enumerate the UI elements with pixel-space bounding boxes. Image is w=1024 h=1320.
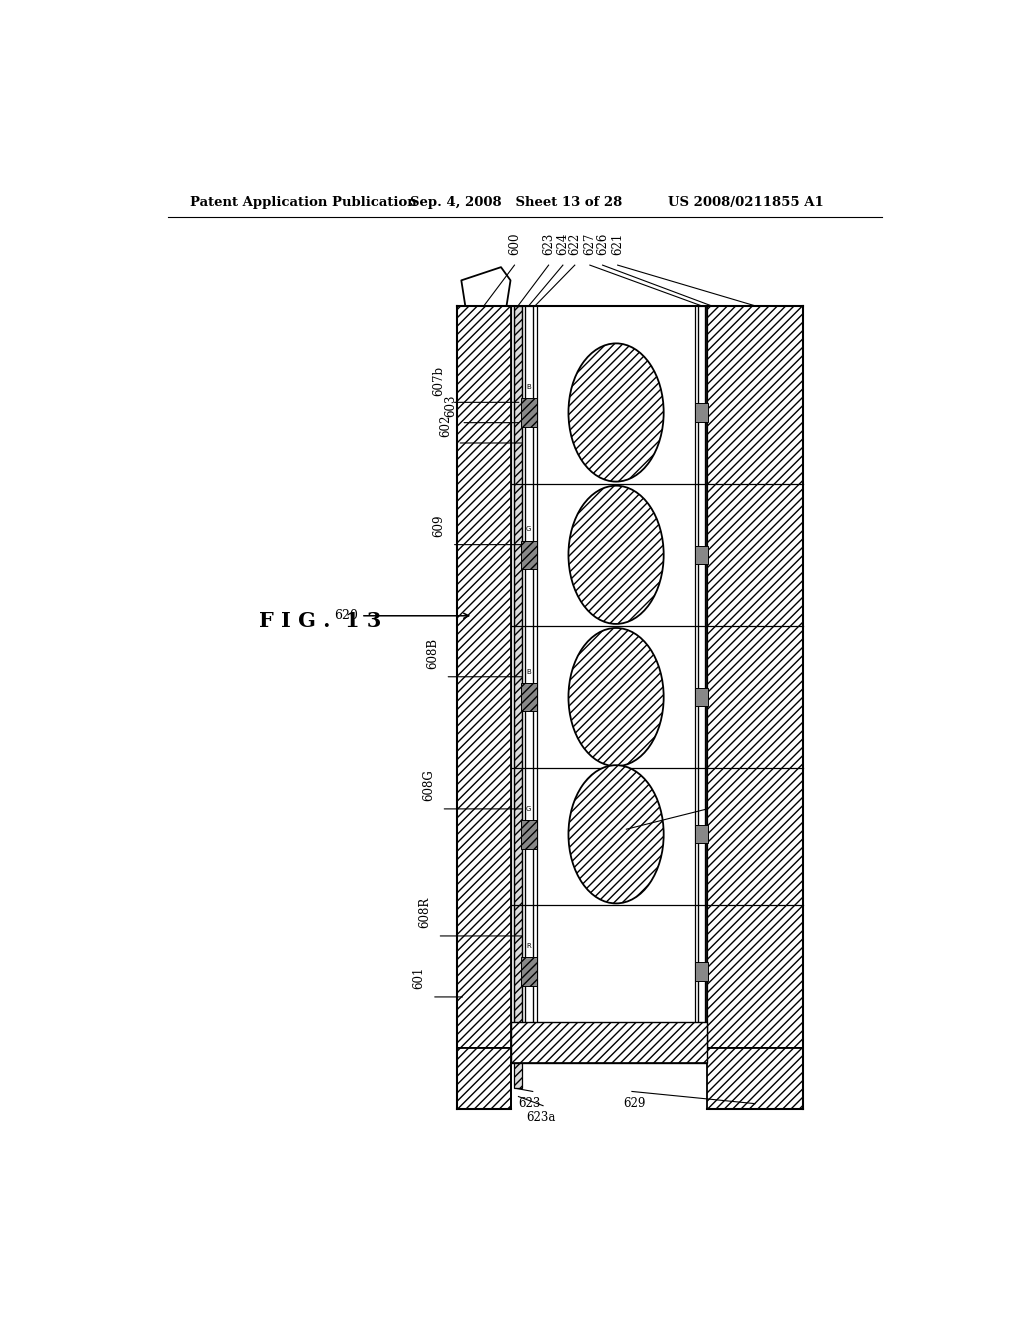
Polygon shape [514,1048,521,1089]
Ellipse shape [568,628,664,766]
Polygon shape [695,825,709,843]
Text: 603: 603 [444,395,458,417]
Polygon shape [458,306,511,1048]
Text: 608B: 608B [426,638,439,669]
Polygon shape [697,306,705,1048]
Text: 602: 602 [439,414,452,437]
Polygon shape [708,1048,803,1109]
Text: 629: 629 [624,1097,645,1110]
Text: Sep. 4, 2008   Sheet 13 of 28: Sep. 4, 2008 Sheet 13 of 28 [410,195,622,209]
Text: 622: 622 [568,232,582,255]
Text: Patent Application Publication: Patent Application Publication [189,195,417,209]
Text: R: R [526,942,531,949]
Text: 623: 623 [518,1097,541,1110]
Ellipse shape [568,343,664,482]
Text: 620: 620 [334,610,469,622]
Text: 621: 621 [611,232,625,255]
Polygon shape [521,541,537,569]
Polygon shape [695,545,709,564]
Text: G: G [526,527,531,532]
Polygon shape [695,306,697,1022]
Text: 609: 609 [432,513,445,536]
Polygon shape [695,404,709,421]
Polygon shape [521,957,537,986]
Polygon shape [521,399,537,426]
Text: 627: 627 [584,232,596,255]
Text: B: B [526,669,531,675]
Polygon shape [511,1022,708,1063]
Polygon shape [695,688,709,706]
Polygon shape [458,1048,511,1109]
Ellipse shape [568,486,664,624]
Polygon shape [695,962,709,981]
Text: 628: 628 [616,837,639,849]
Text: 624: 624 [556,232,569,255]
Polygon shape [524,306,532,1048]
Text: 623a: 623a [526,1110,555,1123]
Polygon shape [514,306,521,1048]
Ellipse shape [568,766,664,903]
Text: 608G: 608G [422,770,435,801]
Text: B: B [526,384,531,391]
Text: US 2008/0211855 A1: US 2008/0211855 A1 [668,195,823,209]
Polygon shape [521,682,537,711]
Text: F I G .  1 3: F I G . 1 3 [259,611,381,631]
Text: 600: 600 [508,232,521,255]
Polygon shape [521,820,537,849]
Text: 601: 601 [413,966,426,989]
Polygon shape [708,306,803,1048]
Text: 607b: 607b [432,366,445,396]
Text: 626: 626 [596,232,609,255]
Text: G: G [526,807,531,812]
Text: 623: 623 [542,232,555,255]
Text: 608R: 608R [418,896,431,928]
